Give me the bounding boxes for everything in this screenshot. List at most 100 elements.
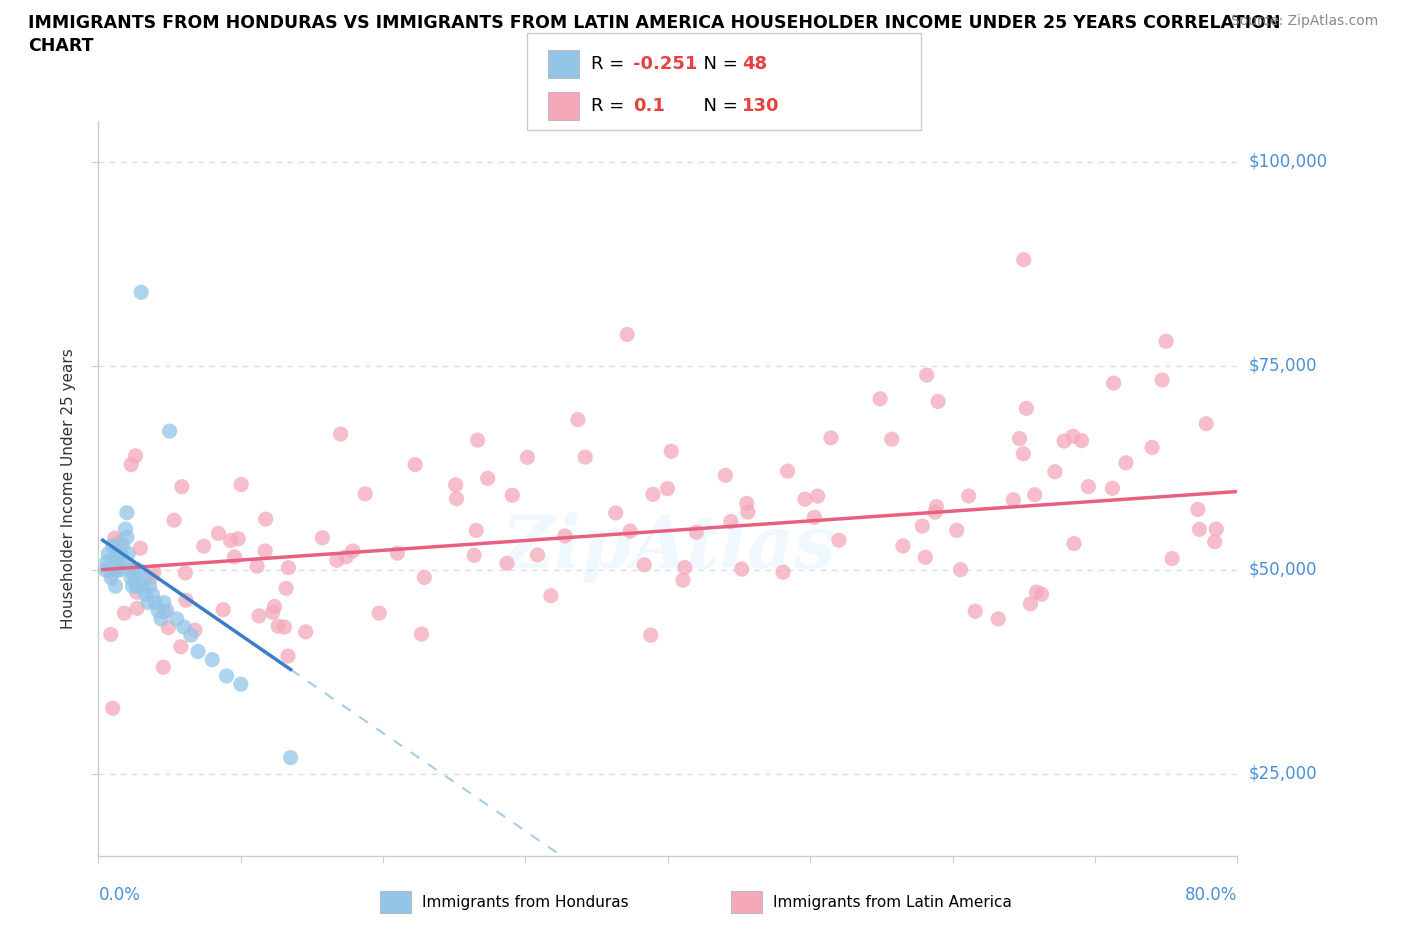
Point — [262, 604, 284, 619]
Text: Immigrants from Latin America: Immigrants from Latin America — [773, 895, 1012, 910]
Point — [672, 573, 695, 588]
Point — [828, 533, 851, 548]
Point — [413, 570, 436, 585]
Point — [277, 560, 299, 575]
Point — [1008, 432, 1031, 446]
Point — [101, 701, 124, 716]
Point — [138, 578, 160, 593]
Point — [142, 565, 165, 579]
Text: $100,000: $100,000 — [1249, 153, 1327, 171]
Point — [180, 628, 202, 643]
Point — [201, 652, 224, 667]
Point — [1043, 464, 1066, 479]
Point — [101, 538, 124, 552]
Point — [127, 601, 149, 616]
Text: N =: N = — [692, 55, 744, 73]
Point — [641, 486, 664, 501]
Point — [1102, 376, 1125, 391]
Point — [110, 546, 132, 561]
Point — [820, 431, 842, 445]
Point — [163, 512, 186, 527]
Point — [98, 563, 121, 578]
Point — [411, 627, 433, 642]
Point — [170, 639, 193, 654]
Point — [215, 669, 238, 684]
Point — [274, 581, 297, 596]
Point — [207, 526, 229, 541]
Point — [145, 595, 167, 610]
Point — [280, 751, 302, 765]
Text: 80.0%: 80.0% — [1185, 886, 1237, 904]
Point — [101, 554, 124, 569]
Point — [880, 432, 903, 446]
Point — [294, 624, 316, 639]
Point — [354, 486, 377, 501]
Point — [121, 578, 143, 593]
Point — [463, 548, 485, 563]
Point — [103, 563, 125, 578]
Point — [444, 477, 467, 492]
Point — [1161, 551, 1184, 566]
Text: R =: R = — [591, 55, 630, 73]
Text: -0.251: -0.251 — [633, 55, 697, 73]
Point — [152, 659, 174, 674]
Point — [659, 444, 682, 458]
Point — [1053, 433, 1076, 448]
Point — [267, 618, 290, 633]
Point — [965, 604, 987, 618]
Point — [112, 554, 135, 569]
Point — [685, 525, 707, 539]
Point — [673, 560, 696, 575]
Point — [131, 578, 153, 593]
Point — [110, 534, 132, 549]
Point — [1019, 596, 1042, 611]
Point — [404, 458, 426, 472]
Point — [731, 562, 754, 577]
Point — [212, 603, 235, 618]
Point — [141, 587, 163, 602]
Point — [540, 589, 562, 604]
Point — [157, 620, 180, 635]
Point — [132, 571, 155, 586]
Point — [105, 563, 128, 578]
Point — [136, 595, 159, 610]
Point — [111, 538, 134, 552]
Point — [1140, 440, 1163, 455]
Point — [1077, 479, 1099, 494]
Point — [120, 458, 142, 472]
Point — [187, 644, 209, 659]
Point — [96, 554, 118, 569]
Point — [170, 479, 193, 494]
Point — [924, 505, 946, 520]
Point — [1031, 587, 1053, 602]
Point — [737, 505, 759, 520]
Point — [1195, 417, 1218, 432]
Point — [915, 367, 938, 382]
Point — [949, 563, 972, 578]
Point — [633, 557, 655, 572]
Point — [226, 531, 249, 546]
Point — [467, 432, 489, 447]
Point — [574, 449, 596, 464]
Text: Immigrants from Honduras: Immigrants from Honduras — [422, 895, 628, 910]
Point — [108, 563, 131, 578]
Point — [129, 285, 152, 299]
Point — [193, 538, 215, 553]
Text: 130: 130 — [742, 97, 780, 115]
Point — [1205, 522, 1227, 537]
Point — [104, 546, 127, 561]
Point — [174, 565, 197, 580]
Point — [152, 604, 174, 619]
Point — [794, 492, 817, 507]
Point — [100, 571, 122, 586]
Text: CHART: CHART — [28, 37, 94, 55]
Text: $25,000: $25,000 — [1249, 765, 1317, 783]
Point — [776, 464, 799, 479]
Point — [516, 450, 538, 465]
Point — [115, 530, 138, 545]
Point — [273, 619, 295, 634]
Point — [1204, 535, 1226, 550]
Point — [342, 543, 364, 558]
Point — [311, 530, 333, 545]
Point — [987, 612, 1010, 627]
